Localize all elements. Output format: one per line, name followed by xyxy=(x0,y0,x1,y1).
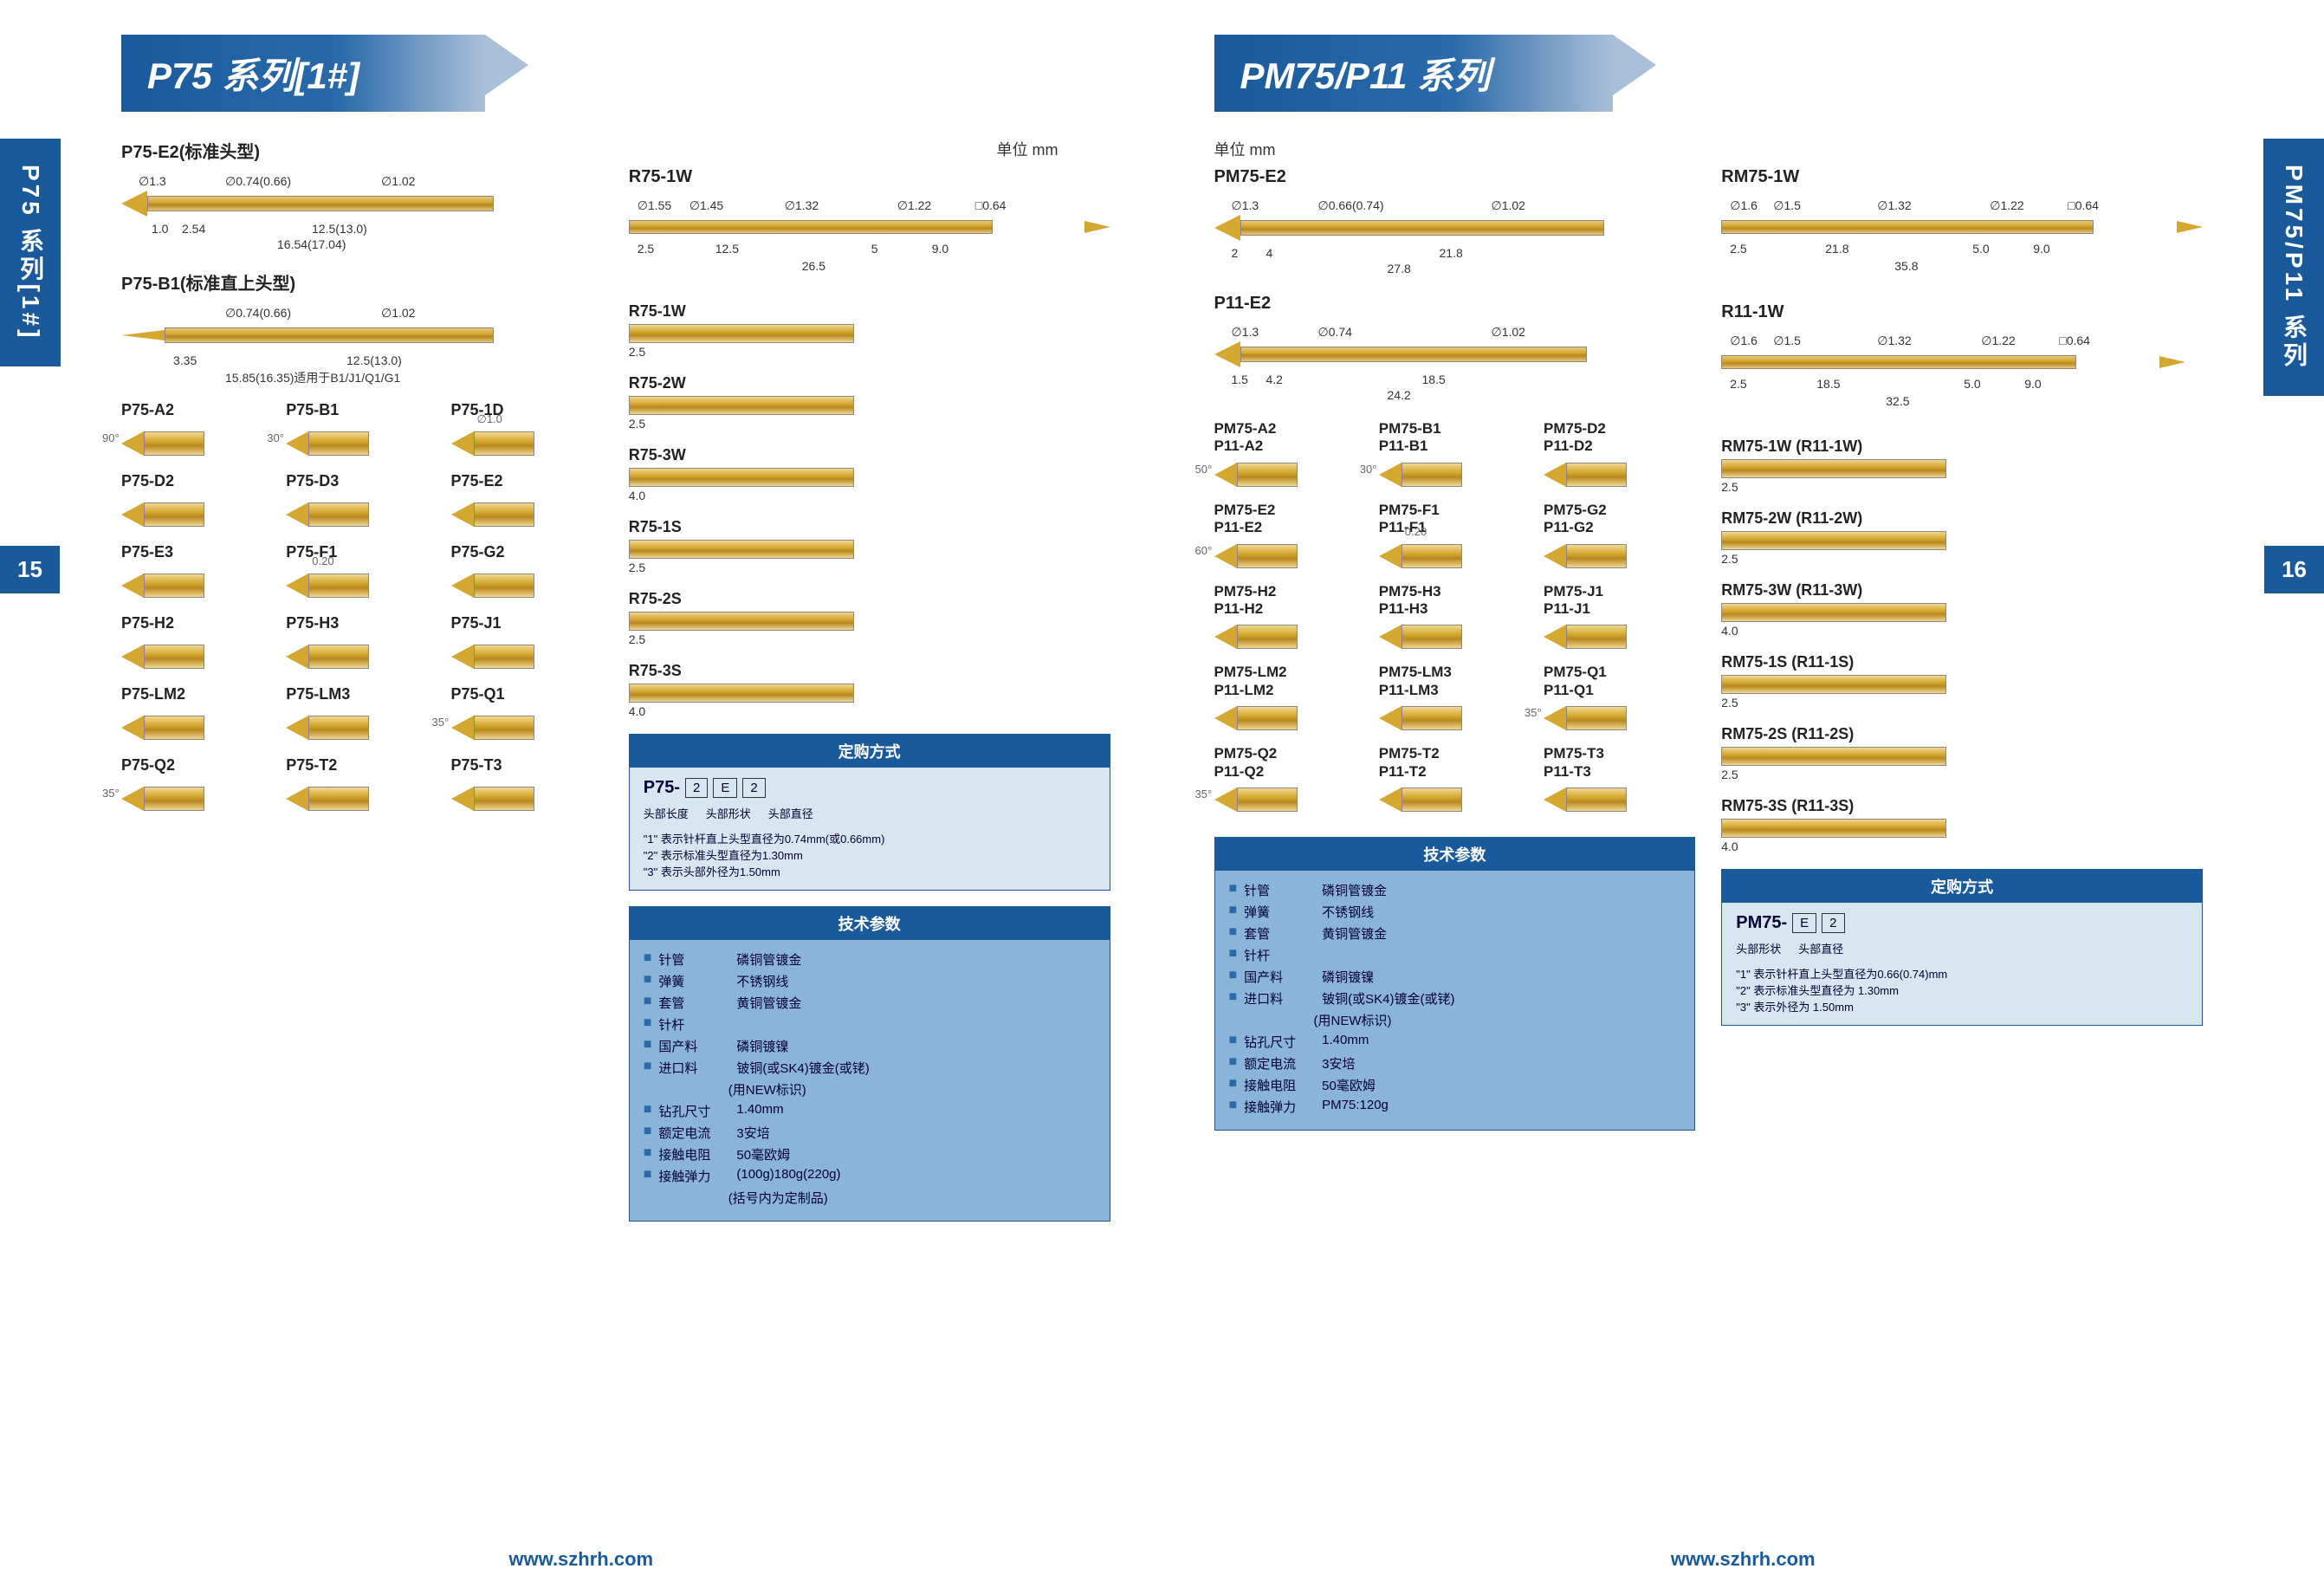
order-box-right: 定购方式 PM75- E 2 头部形状 头部直径 "1" 表示针杆直上头型直径为 xyxy=(1721,869,2203,1026)
tip-item: P75-D2 xyxy=(121,472,273,526)
drawing-p75b1: ∅0.74(0.66) ∅1.02 3.35 12.5(13.0) 15.85(… xyxy=(121,301,603,379)
tech-box-right: 技术参数 ■针管磷铜管镀金■弹簧不锈钢线■套管黄铜管镀金■针杆■ 国产料磷铜镀镍… xyxy=(1214,837,1696,1131)
tip-item: P75-J1 xyxy=(451,614,603,668)
right-col-receptacles: RM75-1W ∅1.6 ∅1.5 ∅1.32 ∅1.22 □0.64 2.5 … xyxy=(1721,167,2203,1131)
tip-grid-right: PM75-A2P11-A2 50° PM75-B1P11-B1 30° PM75… xyxy=(1214,420,1696,811)
receptacle-item: R75-3W 4.0 xyxy=(629,446,1110,502)
tip-item: P75-G2 xyxy=(451,543,603,597)
tip-item: P75-E2 xyxy=(451,472,603,526)
tip-item: PM75-J1P11-J1 xyxy=(1544,583,1695,649)
recep-main-label: R75-1W xyxy=(629,167,1110,187)
tip-item: PM75-LM3P11-LM3 xyxy=(1379,664,1531,729)
model-pm75e2: PM75-E2 xyxy=(1214,167,1696,187)
header-left: P75 系列[1#] xyxy=(121,35,485,112)
left-col-diagrams: P75-E2(标准头型) ∅1.3 ∅0.74(0.66) ∅1.02 1.0 … xyxy=(121,138,603,1222)
receptacle-item: R75-3S 4.0 xyxy=(629,662,1110,718)
page-number-right: 16 xyxy=(2264,546,2324,593)
receptacle-item: RM75-2W (R11-2W) 2.5 xyxy=(1721,509,2203,566)
tip-item: PM75-B1P11-B1 30° xyxy=(1379,420,1531,486)
order-box-left: 定购方式 P75- 2 E 2 头部长度 头部形状 头部直径 xyxy=(629,734,1110,891)
left-page: P75 系列[1#] 15 P75 系列[1#] P75-E2(标准头型) ∅1… xyxy=(0,0,1162,1588)
recep-r11-label: R11-1W xyxy=(1721,302,2203,322)
model-p75b1: P75-B1(标准直上头型) xyxy=(121,269,603,295)
tip-item: P75-F1 0.20 xyxy=(286,543,437,597)
right-page: PM75/P11 系列 16 PM75/P11 系列 单位 mm PM75-E2… xyxy=(1162,0,2324,1588)
recep-main-drawing: ∅1.55 ∅1.45 ∅1.32 ∅1.22 □0.64 2.5 12.5 5… xyxy=(629,194,1110,281)
tech-header-left: 技术参数 xyxy=(630,907,1110,940)
tip-item: P75-B1 30° xyxy=(286,401,437,455)
tip-item: PM75-T2P11-T2 xyxy=(1379,745,1531,811)
order-header-right: 定购方式 xyxy=(1722,870,2202,903)
tip-item: PM75-D2P11-D2 xyxy=(1544,420,1695,486)
tip-item: PM75-F1P11-F1 0.20 xyxy=(1379,502,1531,567)
tech-box-left: 技术参数 ■针管磷铜管镀金■弹簧不锈钢线■套管黄铜管镀金■针杆■ 国产料磷铜镀镍… xyxy=(629,906,1110,1222)
receptacle-list-right: RM75-1W (R11-1W) 2.5 RM75-2W (R11-2W) 2.5… xyxy=(1721,438,2203,853)
tip-item: P75-H2 xyxy=(121,614,273,668)
receptacle-list-left: R75-1W 2.5 R75-2W 2.5 R75-3W 4.0 R75-1S 2.5… xyxy=(629,302,1110,718)
tip-item: P75-H3 xyxy=(286,614,437,668)
tip-item: P75-Q1 35° xyxy=(451,685,603,739)
receptacle-item: R75-1W 2.5 xyxy=(629,302,1110,359)
recep-rm75-label: RM75-1W xyxy=(1721,167,2203,187)
header-right: PM75/P11 系列 xyxy=(1214,35,1613,112)
receptacle-item: RM75-3W (R11-3W) 4.0 xyxy=(1721,581,2203,638)
recep-r11-drawing: ∅1.6 ∅1.5 ∅1.32 ∅1.22 □0.64 2.5 18.5 5.0… xyxy=(1721,329,2203,416)
tip-item: P75-T3 xyxy=(451,756,603,810)
tip-item: P75-Q2 35° xyxy=(121,756,273,810)
tip-item: PM75-H3P11-H3 xyxy=(1379,583,1531,649)
tech-header-right: 技术参数 xyxy=(1215,838,1695,871)
tip-item: P75-1D ∅1.0 xyxy=(451,401,603,455)
drawing-pm75e2: ∅1.3 ∅0.66(0.74) ∅1.02 2 4 21.8 27.8 xyxy=(1214,194,1696,272)
drawing-p11e2: ∅1.3 ∅0.74 ∅1.02 1.5 4.2 18.5 24.2 xyxy=(1214,321,1696,399)
right-col-diagrams: PM75-E2 ∅1.3 ∅0.66(0.74) ∅1.02 2 4 21.8 … xyxy=(1214,167,1696,1131)
page-number-left: 15 xyxy=(0,546,60,593)
tip-item: P75-LM2 xyxy=(121,685,273,739)
tip-item: P75-A2 90° xyxy=(121,401,273,455)
tip-grid-left: P75-A2 90° P75-B1 30° P75-1D ∅1.0 P75-D2… xyxy=(121,401,603,810)
tip-item: PM75-T3P11-T3 xyxy=(1544,745,1695,811)
tip-item: PM75-A2P11-A2 50° xyxy=(1214,420,1366,486)
tip-item: PM75-E2P11-E2 60° xyxy=(1214,502,1366,567)
tip-item: PM75-G2P11-G2 xyxy=(1544,502,1695,567)
side-tab-right: PM75/P11 系列 xyxy=(2263,139,2324,396)
receptacle-item: RM75-1S (R11-1S) 2.5 xyxy=(1721,653,2203,710)
receptacle-item: RM75-2S (R11-2S) 2.5 xyxy=(1721,725,2203,781)
receptacle-item: R75-2W 2.5 xyxy=(629,374,1110,431)
receptacle-item: RM75-1W (R11-1W) 2.5 xyxy=(1721,438,2203,494)
tip-item: PM75-LM2P11-LM2 xyxy=(1214,664,1366,729)
unit-label-left: 单位 mm xyxy=(629,138,1058,160)
left-col-receptacles: 单位 mm R75-1W ∅1.55 ∅1.45 ∅1.32 ∅1.22 □0.… xyxy=(629,138,1110,1222)
tip-item: P75-T2 xyxy=(286,756,437,810)
tip-item: PM75-H2P11-H2 xyxy=(1214,583,1366,649)
receptacle-item: R75-2S 2.5 xyxy=(629,590,1110,646)
unit-label-right: 单位 mm xyxy=(1214,138,2204,160)
side-tab-left: P75 系列[1#] xyxy=(0,139,61,366)
footer-right: www.szhrh.com xyxy=(1671,1548,1816,1571)
receptacle-item: R75-1S 2.5 xyxy=(629,518,1110,574)
order-header: 定购方式 xyxy=(630,735,1110,768)
footer-left: www.szhrh.com xyxy=(508,1548,653,1571)
tip-item: PM75-Q1P11-Q1 35° xyxy=(1544,664,1695,729)
tip-item: P75-LM3 xyxy=(286,685,437,739)
recep-rm75-drawing: ∅1.6 ∅1.5 ∅1.32 ∅1.22 □0.64 2.5 21.8 5.0… xyxy=(1721,194,2203,281)
model-p11e2: P11-E2 xyxy=(1214,294,1696,314)
tip-item: P75-E3 xyxy=(121,543,273,597)
drawing-p75e2: ∅1.3 ∅0.74(0.66) ∅1.02 1.0 2.54 12.5(13.… xyxy=(121,170,603,248)
tip-item: P75-D3 xyxy=(286,472,437,526)
model-p75e2: P75-E2(标准头型) xyxy=(121,138,603,163)
receptacle-item: RM75-3S (R11-3S) 4.0 xyxy=(1721,797,2203,853)
tip-item: PM75-Q2P11-Q2 35° xyxy=(1214,745,1366,811)
